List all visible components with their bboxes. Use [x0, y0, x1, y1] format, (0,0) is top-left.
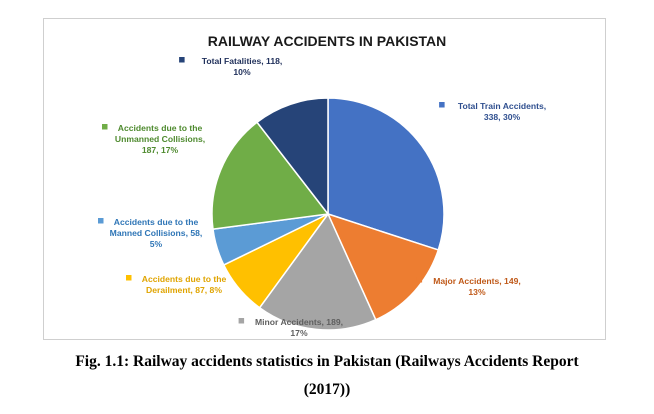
slice-label-marker-4: [126, 275, 132, 281]
pie-slice-2: [326, 212, 440, 321]
slice-label-marker-2: [416, 277, 423, 283]
pie-chart: RAILWAY ACCIDENTS IN PAKISTAN Total Trai…: [98, 33, 546, 338]
slice-label-2: Major Accidents, 149,13%: [416, 276, 521, 297]
slice-label-marker-5: [98, 218, 104, 224]
slice-label-1: Total Train Accidents,338, 30%: [439, 101, 546, 122]
slice-label-line: Manned Collisions, 58,: [110, 228, 203, 238]
slice-label-marker-6: [102, 124, 108, 130]
chart-title: RAILWAY ACCIDENTS IN PAKISTAN: [208, 33, 447, 49]
slice-label-line: Accidents due to the: [114, 217, 199, 227]
chart-frame: RAILWAY ACCIDENTS IN PAKISTAN Total Trai…: [43, 18, 606, 340]
pie-slice-3: [258, 212, 377, 331]
slice-label-3: Minor Accidents, 189,17%: [238, 317, 343, 338]
slice-label-line: Minor Accidents, 189,: [255, 317, 343, 327]
caption-line-2: (2017)): [303, 381, 351, 398]
slice-label-line: Accidents due to the: [118, 123, 203, 133]
slice-label-line: 338, 30%: [484, 112, 521, 122]
pie-slice-7: [255, 97, 329, 217]
slice-label-line: Derailment, 87, 8%: [146, 285, 222, 295]
pie-slices: [211, 97, 445, 331]
slice-label-marker-7: [179, 57, 185, 63]
slice-label-line: 187, 17%: [142, 145, 179, 155]
slice-label-line: Major Accidents, 149,: [433, 276, 521, 286]
slice-label-line: 5%: [150, 239, 163, 249]
figure-caption: Fig. 1.1: Railway accidents statistics i…: [0, 348, 654, 404]
pie-slice-6: [211, 121, 330, 231]
slice-label-line: 17%: [290, 328, 308, 338]
slice-label-marker-1: [439, 102, 445, 108]
pie-slice-1: [327, 97, 445, 251]
slice-label-line: Accidents due to the: [142, 274, 227, 284]
slice-label-line: 13%: [468, 287, 486, 297]
slice-labels: Total Train Accidents,338, 30% Major Acci…: [98, 56, 546, 338]
slice-label-line: Total Train Accidents,: [458, 101, 546, 111]
slice-label-line: Total Fatalities, 118,: [202, 56, 283, 66]
slice-label-line: Unmanned Collisions,: [115, 134, 205, 144]
slice-label-7: Total Fatalities, 118,10%: [179, 56, 282, 77]
slice-label-line: 10%: [233, 67, 251, 77]
slice-label-marker-3: [238, 318, 245, 324]
caption-line-1: Fig. 1.1: Railway accidents statistics i…: [75, 353, 579, 370]
